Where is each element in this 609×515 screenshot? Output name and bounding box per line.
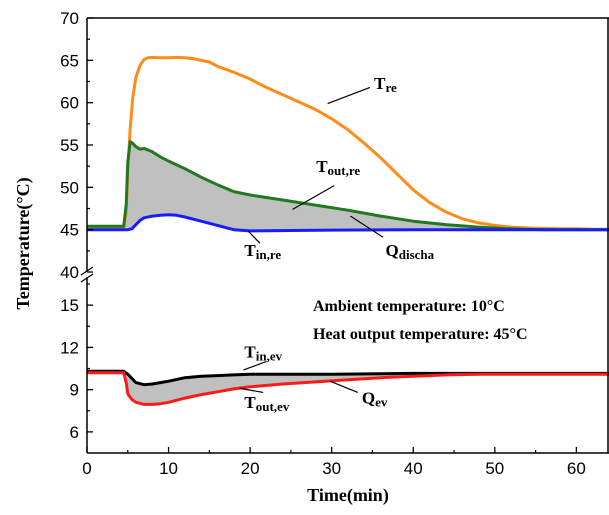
series-label: Tin,ev [244,342,282,363]
leader-line [292,185,335,210]
leader-line [329,380,359,394]
leader-line [239,387,264,394]
shaded-region-0 [87,141,609,231]
y-tick-label: 55 [60,136,79,155]
x-tick-label: 10 [159,459,178,478]
x-tick-label: 30 [322,459,341,478]
labels: Time(min) Temperature(°C) Tre Tout,re Tin,re… [13,74,528,506]
x-tick-label: 0 [82,459,91,478]
annotation-heat-output: Heat output temperature: 45°C [313,326,528,343]
annotation-ambient: Ambient temperature: 10°C [313,298,505,315]
leader-line [327,86,371,105]
axes: 0 10 20 30 40 50 60 40 45 50 55 60 65 70 6 9 12 15 [60,9,609,478]
x-tick-label: 20 [241,459,260,478]
y-tick-label: 45 [60,221,79,240]
shaded-region-1 [87,371,609,405]
y-tick-label: 50 [60,178,79,197]
series-line-t-in-ev [87,369,609,387]
x-tick-label: 50 [485,459,504,478]
axis-break-mark [80,273,94,283]
region-label: Qev [362,389,388,410]
series-label: Tin,re [244,241,281,262]
y-tick-label: 65 [60,51,79,70]
series-label: Tout,ev [244,393,289,414]
x-tick-label: 60 [567,459,586,478]
leader-line [248,230,261,244]
y-tick-label: 12 [60,338,79,357]
series-line-t-out-ev [87,371,609,406]
leader-line [350,215,384,238]
y-tick-label: 70 [60,9,79,28]
y-axis-title: Temperature(°C) [13,177,34,309]
series-line-t-out-re [87,140,609,232]
series-line-t-in-re [87,213,609,233]
y-tick-label: 40 [60,263,79,282]
series-label: Tre [374,74,397,95]
region-label: Qdischa [386,241,435,262]
axis-break-mark [80,266,94,276]
y-tick-label: 60 [60,94,79,113]
plot-area [87,55,609,406]
leader-line [243,360,267,371]
x-tick-label: 40 [404,459,423,478]
x-axis-title: Time(min) [307,485,389,506]
y-tick-label: 9 [70,381,79,400]
y-tick-label: 6 [70,423,79,442]
series-label: Tout,re [316,157,360,178]
series-line-t-re [87,55,609,231]
y-tick-label: 15 [60,296,79,315]
